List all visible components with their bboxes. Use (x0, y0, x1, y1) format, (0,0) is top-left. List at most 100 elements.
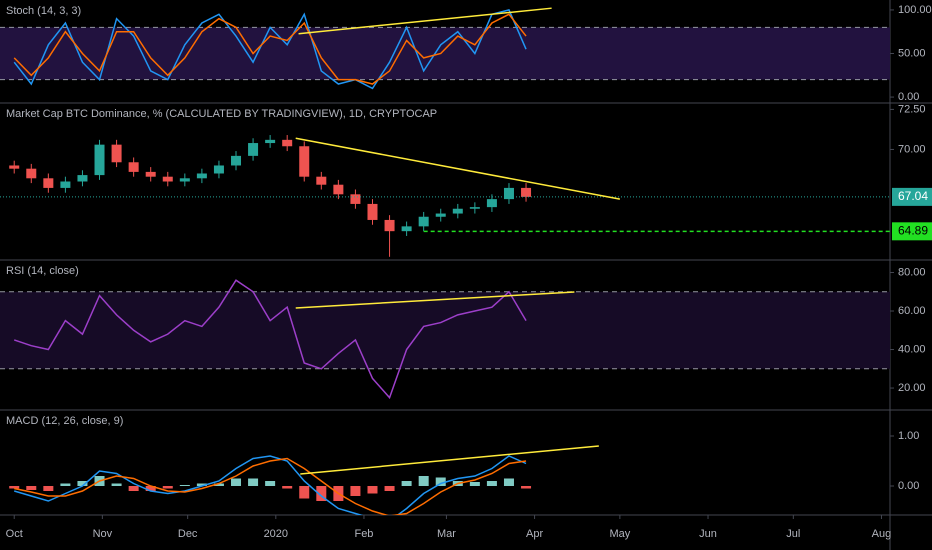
x-tick-label: Aug (872, 528, 892, 540)
y-tick-label: 40.00 (898, 343, 926, 355)
candle-body (452, 208, 463, 214)
y-tick-label: 0.00 (898, 91, 919, 103)
candle-body (231, 155, 242, 166)
candle-body (384, 219, 395, 232)
histogram-bar (213, 483, 224, 486)
candle-body (26, 168, 37, 179)
pane (0, 135, 890, 257)
pane-title: Stoch (14, 3, 3) (6, 5, 81, 17)
histogram-bar (299, 486, 310, 499)
x-tick-label: Mar (437, 528, 456, 540)
histogram-bar (350, 486, 361, 496)
candle-body (43, 178, 54, 188)
histogram-bar (111, 483, 122, 486)
candle-body (248, 143, 259, 156)
candle-body (367, 203, 378, 220)
series-line (13, 9, 527, 90)
histogram-bar (418, 476, 429, 486)
series-line (14, 455, 527, 515)
candle-body (316, 176, 327, 185)
y-tick-label: 20.00 (898, 382, 926, 394)
histogram-bar (265, 481, 276, 486)
histogram-bar (384, 486, 395, 491)
candle-body (401, 226, 412, 232)
candle-body (469, 207, 480, 209)
histogram-bar (179, 485, 190, 486)
histogram-bar (128, 486, 139, 491)
candle-body (265, 139, 276, 144)
candle-body (350, 194, 361, 204)
pane-title: Market Cap BTC Dominance, % (CALCULATED … (6, 108, 437, 120)
candle-body (111, 144, 122, 163)
series-line (14, 457, 527, 515)
histogram-bar (435, 477, 446, 486)
candle-body (333, 184, 344, 195)
histogram-bar (486, 481, 497, 486)
y-tick-label: 100.00 (898, 4, 932, 16)
histogram-bar (162, 486, 173, 489)
y-tick-label: 70.00 (898, 143, 926, 155)
histogram-bar (469, 482, 480, 486)
histogram-bar (231, 478, 242, 486)
histogram-bar (145, 486, 156, 491)
x-tick-label: Oct (6, 528, 23, 540)
candle-body (299, 146, 310, 177)
trendline (300, 445, 599, 475)
band (0, 291, 890, 369)
candle-body (521, 187, 532, 197)
trendline (295, 291, 575, 309)
pane-title: MACD (12, 26, close, 9) (6, 415, 123, 427)
histogram-bar (316, 486, 327, 501)
histogram-bar (43, 486, 54, 491)
candle-body (486, 199, 497, 208)
y-tick-label: 60.00 (898, 305, 926, 317)
histogram-bar (9, 486, 20, 489)
y-tick-label: 0.00 (898, 480, 919, 492)
x-tick-label: Dec (178, 528, 198, 540)
pane (0, 279, 890, 400)
trendline (295, 137, 621, 200)
histogram-bar (282, 486, 293, 489)
histogram-bar (248, 478, 259, 486)
pane (0, 7, 890, 90)
pane (9, 445, 599, 515)
x-tick-label: Apr (526, 528, 543, 540)
y-tick-label: 50.00 (898, 47, 926, 59)
candle-body (196, 173, 207, 179)
last-price-box (892, 187, 932, 206)
y-tick-label: 72.50 (898, 103, 926, 115)
level-label: 64.89 (898, 223, 928, 237)
level-box (892, 222, 932, 241)
candle-body (435, 213, 446, 217)
candle-body (94, 144, 105, 176)
candle-body (162, 176, 173, 182)
candle-body (179, 178, 190, 182)
candle-body (213, 165, 224, 174)
x-tick-label: Nov (93, 528, 113, 540)
series-line (13, 279, 527, 400)
histogram-bar (77, 481, 88, 486)
candle-body (145, 171, 156, 177)
last-price-label: 67.04 (898, 189, 928, 203)
histogram-bar (26, 486, 37, 490)
series-line (13, 13, 527, 85)
y-tick-label: 1.00 (898, 430, 919, 442)
candle-body (77, 175, 88, 182)
histogram-bar (503, 478, 514, 486)
trendline (298, 7, 552, 35)
candle-body (128, 162, 139, 172)
pane-title: RSI (14, close) (6, 265, 79, 277)
candle-body (418, 216, 429, 227)
x-tick-label: Feb (354, 528, 373, 540)
x-tick-label: 2020 (264, 528, 288, 540)
candle-body (60, 181, 71, 188)
candle-body (9, 165, 20, 169)
x-tick-label: Jun (699, 528, 717, 540)
y-tick-label: 80.00 (898, 266, 926, 278)
x-tick-label: Jul (786, 528, 800, 540)
histogram-bar (60, 483, 71, 486)
histogram-bar (401, 481, 412, 486)
candle-body (282, 139, 293, 147)
